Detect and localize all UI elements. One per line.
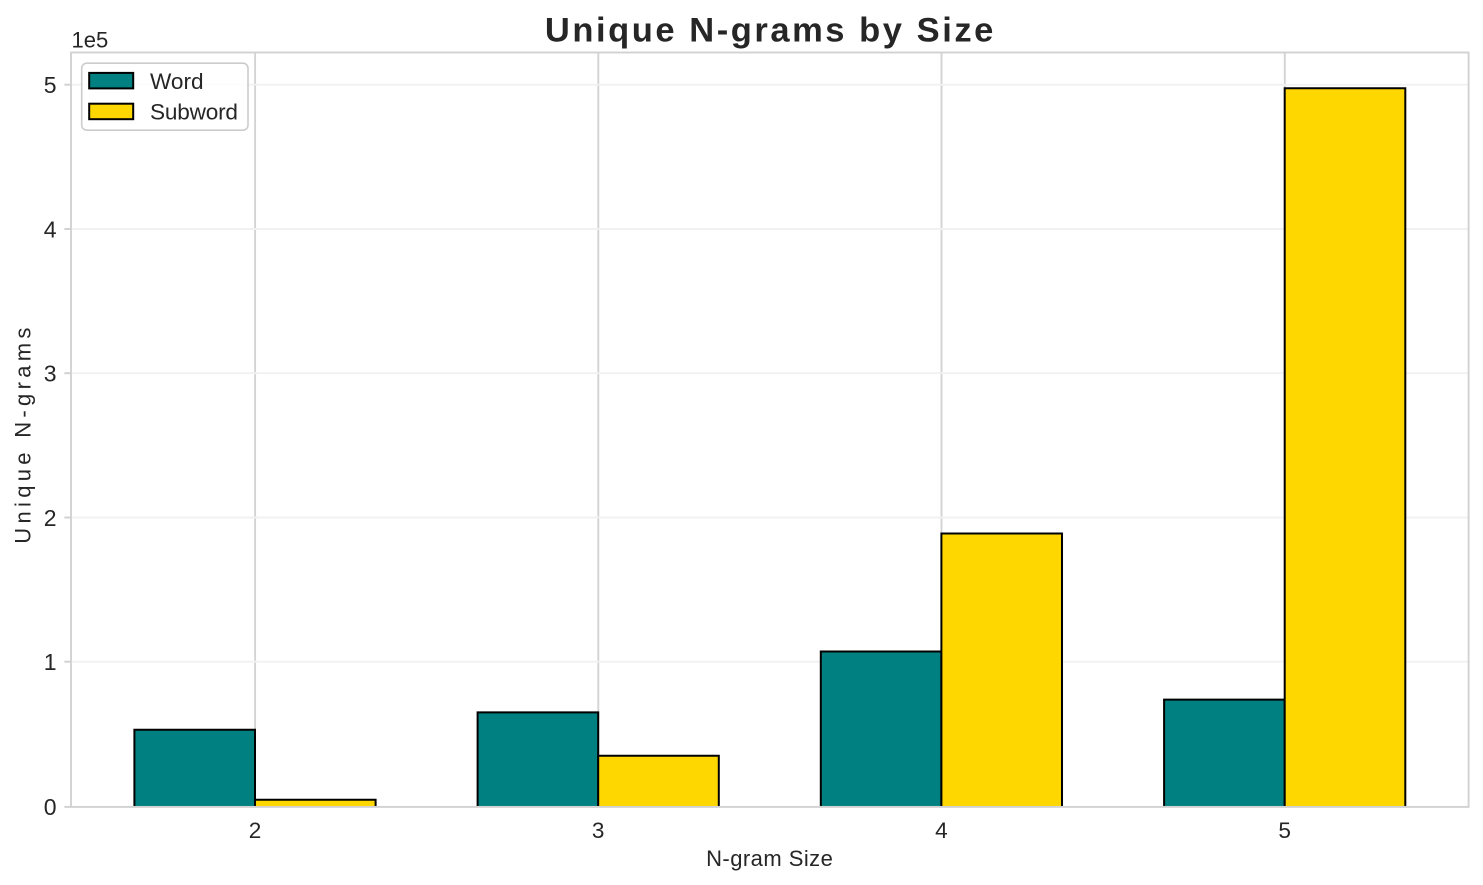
svg-text:5: 5 xyxy=(1278,818,1291,843)
svg-text:Subword: Subword xyxy=(150,99,238,124)
svg-text:Word: Word xyxy=(150,69,204,94)
svg-text:Unique N-grams: Unique N-grams xyxy=(10,323,35,543)
svg-text:1e5: 1e5 xyxy=(72,27,109,52)
svg-text:3: 3 xyxy=(592,818,605,843)
svg-text:4: 4 xyxy=(44,216,57,242)
svg-text:3: 3 xyxy=(44,361,57,387)
svg-text:1: 1 xyxy=(44,649,57,675)
svg-text:5: 5 xyxy=(44,72,57,98)
svg-text:4: 4 xyxy=(935,818,948,843)
svg-text:2: 2 xyxy=(44,505,57,531)
svg-text:2: 2 xyxy=(249,818,262,843)
svg-text:N-gram Size: N-gram Size xyxy=(706,846,833,871)
svg-text:Unique N-grams by Size: Unique N-grams by Size xyxy=(545,11,996,49)
svg-text:0: 0 xyxy=(44,794,57,820)
